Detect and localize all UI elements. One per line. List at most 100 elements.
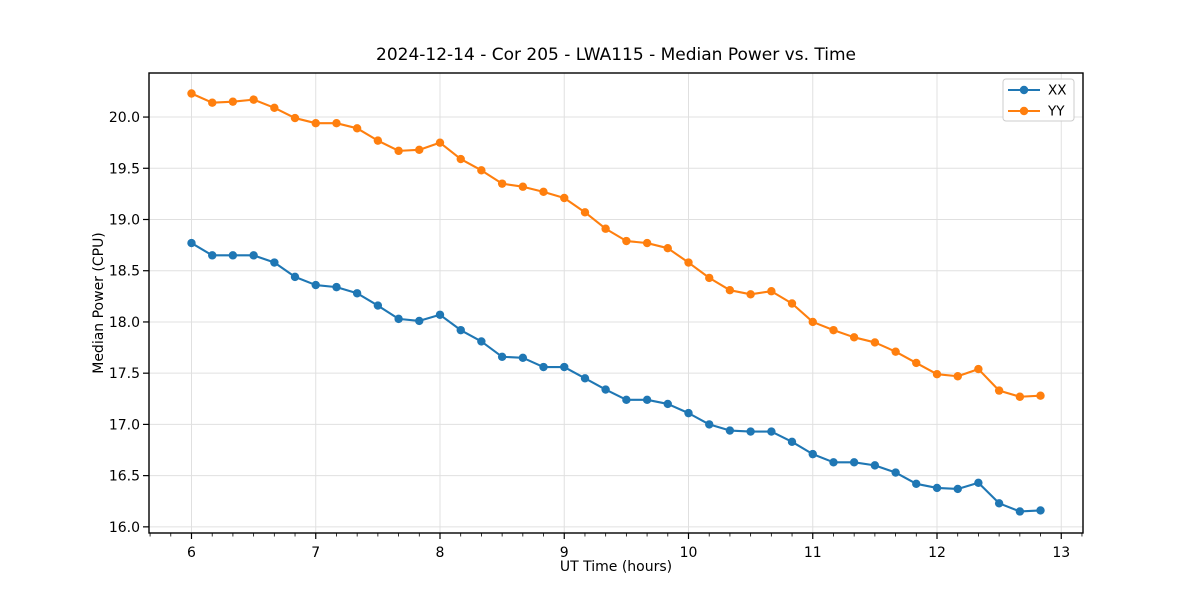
series-XX-marker bbox=[560, 362, 569, 372]
y-tick-label: 16.0 bbox=[109, 520, 140, 536]
series-XX-marker bbox=[290, 272, 300, 282]
gridlines bbox=[149, 73, 1083, 533]
series-XX-marker bbox=[373, 301, 383, 310]
data-series bbox=[187, 89, 1045, 516]
series-XX-marker bbox=[767, 427, 776, 436]
series-YY-marker bbox=[394, 146, 403, 156]
series-XX-marker bbox=[1036, 506, 1045, 515]
series-YY-marker bbox=[994, 386, 1004, 395]
series-XX-marker bbox=[891, 468, 900, 477]
series-YY-marker bbox=[891, 347, 900, 356]
series-YY-marker bbox=[849, 333, 859, 342]
series-XX-marker bbox=[808, 449, 817, 459]
series-YY-marker bbox=[1036, 391, 1045, 400]
x-tick-label: 8 bbox=[436, 545, 445, 561]
series-YY-marker bbox=[249, 95, 258, 104]
legend-item-xx: XX bbox=[1008, 83, 1067, 99]
series-YY-marker bbox=[415, 145, 424, 155]
series-XX-marker bbox=[912, 479, 921, 489]
series-YY-marker bbox=[560, 193, 569, 203]
legend-item-yy: YY bbox=[1008, 104, 1065, 120]
series-YY-line bbox=[191, 92, 1041, 398]
series-YY-marker bbox=[352, 124, 362, 133]
x-tick-label: 6 bbox=[187, 545, 196, 561]
series-YY-marker bbox=[808, 317, 817, 327]
plot-area-border bbox=[148, 72, 1084, 534]
series-YY-marker bbox=[642, 238, 652, 248]
legend-marker-yy bbox=[1019, 106, 1029, 116]
series-XX-marker bbox=[705, 420, 714, 429]
series-YY-marker bbox=[912, 358, 921, 368]
series-XX-marker bbox=[477, 337, 486, 346]
series-XX-marker bbox=[953, 484, 962, 494]
series-YY-marker bbox=[290, 113, 300, 123]
y-tick-label: 17.0 bbox=[109, 417, 140, 433]
series-XX-marker bbox=[932, 483, 942, 493]
series-YY-marker bbox=[228, 97, 238, 106]
series-YY-marker bbox=[332, 119, 341, 128]
series-YY-marker bbox=[208, 98, 217, 107]
series-YY-marker bbox=[663, 243, 672, 253]
x-tick-label: 7 bbox=[311, 545, 320, 561]
x-tick-label: 11 bbox=[804, 545, 822, 561]
series-YY-marker bbox=[870, 338, 880, 347]
series-XX-marker bbox=[208, 251, 217, 260]
series-XX-marker bbox=[642, 395, 652, 405]
series-XX-marker bbox=[974, 478, 983, 487]
series-XX-marker bbox=[870, 461, 880, 470]
series-YY-marker bbox=[435, 138, 445, 147]
series-XX-marker bbox=[352, 289, 362, 298]
series-XX-marker bbox=[622, 395, 631, 405]
series-YY-marker bbox=[725, 285, 735, 295]
series-YY-marker bbox=[477, 166, 486, 175]
series-YY-marker bbox=[1015, 392, 1025, 401]
legend: XX YY bbox=[1002, 78, 1075, 122]
series-XX-marker bbox=[849, 458, 859, 467]
series-YY-marker bbox=[932, 370, 942, 379]
legend-marker-xx bbox=[1019, 85, 1029, 95]
series-XX-marker bbox=[187, 238, 196, 248]
series-XX-marker bbox=[497, 352, 507, 361]
series-YY-marker bbox=[456, 154, 465, 164]
series-YY-marker bbox=[311, 119, 320, 128]
series-XX-marker bbox=[601, 385, 610, 394]
series-YY-marker bbox=[187, 89, 196, 98]
series-XX-marker bbox=[435, 310, 445, 319]
series-XX-marker bbox=[787, 437, 797, 447]
series-XX-marker bbox=[249, 251, 258, 260]
y-tick-label: 19.0 bbox=[109, 213, 140, 229]
series-XX-marker bbox=[228, 251, 238, 260]
series-YY-marker bbox=[746, 290, 755, 299]
y-tick-label: 16.5 bbox=[109, 469, 140, 485]
series-XX-marker bbox=[332, 282, 341, 292]
series-XX-marker bbox=[746, 427, 755, 436]
series-YY-marker bbox=[518, 182, 528, 191]
series-XX-marker bbox=[518, 353, 528, 363]
series-YY-marker bbox=[974, 364, 983, 374]
y-tick-label: 18.0 bbox=[109, 315, 140, 331]
legend-label-xx: XX bbox=[1048, 83, 1067, 99]
series-YY-marker bbox=[829, 325, 838, 335]
series-YY-marker bbox=[539, 187, 548, 197]
series-YY-marker bbox=[601, 224, 610, 233]
x-tick-label: 12 bbox=[928, 545, 946, 561]
series-XX-marker bbox=[394, 314, 403, 324]
series-YY-marker bbox=[787, 299, 797, 308]
x-tick-label: 13 bbox=[1052, 545, 1070, 561]
series-YY-marker bbox=[622, 236, 631, 246]
series-XX-marker bbox=[580, 374, 590, 383]
y-tick-label: 18.5 bbox=[109, 264, 140, 280]
axis-tick-labels: 6 7 8 9 10 11 12 13 16.0 16.5 17.0 17.5 18.0 18.5 19.0… bbox=[109, 110, 1070, 561]
series-XX-marker bbox=[684, 408, 693, 418]
series-XX-marker bbox=[725, 426, 735, 435]
series-XX-marker bbox=[539, 362, 548, 372]
series-YY-marker bbox=[373, 136, 383, 145]
series-XX-marker bbox=[994, 499, 1004, 508]
y-tick-label: 20.0 bbox=[109, 110, 140, 126]
y-axis-label: Median Power (CPU) bbox=[91, 232, 107, 374]
series-YY-marker bbox=[497, 179, 507, 188]
series-XX-marker bbox=[663, 399, 672, 409]
series-YY-marker bbox=[705, 273, 714, 283]
